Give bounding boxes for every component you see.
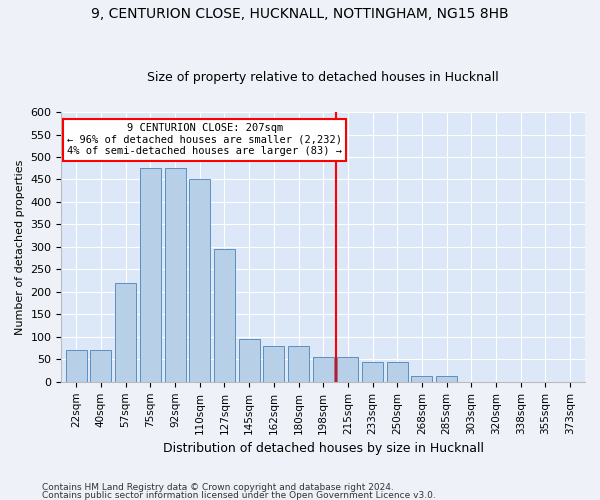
Text: Contains public sector information licensed under the Open Government Licence v3: Contains public sector information licen…: [42, 490, 436, 500]
Bar: [313, 357, 334, 382]
Bar: [387, 362, 408, 382]
Title: Size of property relative to detached houses in Hucknall: Size of property relative to detached ho…: [148, 72, 499, 85]
Text: Contains HM Land Registry data © Crown copyright and database right 2024.: Contains HM Land Registry data © Crown c…: [42, 484, 394, 492]
Bar: [436, 376, 457, 382]
Bar: [362, 362, 383, 382]
Bar: [214, 249, 235, 382]
Bar: [66, 350, 87, 382]
X-axis label: Distribution of detached houses by size in Hucknall: Distribution of detached houses by size …: [163, 442, 484, 455]
Bar: [189, 180, 210, 382]
Text: 9, CENTURION CLOSE, HUCKNALL, NOTTINGHAM, NG15 8HB: 9, CENTURION CLOSE, HUCKNALL, NOTTINGHAM…: [91, 8, 509, 22]
Bar: [337, 357, 358, 382]
Bar: [263, 346, 284, 382]
Bar: [164, 168, 185, 382]
Bar: [412, 376, 433, 382]
Bar: [91, 350, 112, 382]
Y-axis label: Number of detached properties: Number of detached properties: [15, 159, 25, 334]
Bar: [288, 346, 309, 382]
Bar: [140, 168, 161, 382]
Bar: [115, 283, 136, 382]
Text: 9 CENTURION CLOSE: 207sqm
← 96% of detached houses are smaller (2,232)
4% of sem: 9 CENTURION CLOSE: 207sqm ← 96% of detac…: [67, 124, 342, 156]
Bar: [239, 339, 260, 382]
